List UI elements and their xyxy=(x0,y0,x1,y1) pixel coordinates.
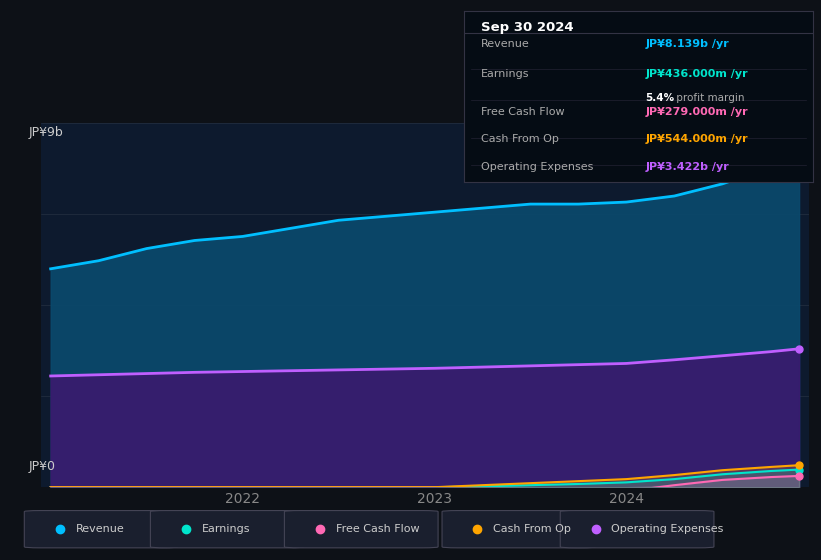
Text: Operating Expenses: Operating Expenses xyxy=(481,161,594,171)
Text: Earnings: Earnings xyxy=(481,69,530,80)
Text: Free Cash Flow: Free Cash Flow xyxy=(481,107,565,117)
Text: Earnings: Earnings xyxy=(202,524,250,534)
Text: Cash From Op: Cash From Op xyxy=(481,134,559,144)
Text: Operating Expenses: Operating Expenses xyxy=(612,524,724,534)
Text: 5.4%: 5.4% xyxy=(645,93,674,103)
Text: JP¥0: JP¥0 xyxy=(29,460,56,473)
Text: JP¥279.000m /yr: JP¥279.000m /yr xyxy=(645,107,748,117)
FancyBboxPatch shape xyxy=(560,511,714,548)
Text: JP¥9b: JP¥9b xyxy=(29,126,63,139)
Text: Cash From Op: Cash From Op xyxy=(493,524,571,534)
FancyBboxPatch shape xyxy=(25,511,178,548)
Text: profit margin: profit margin xyxy=(673,93,745,103)
Text: JP¥3.422b /yr: JP¥3.422b /yr xyxy=(645,161,729,171)
Text: Revenue: Revenue xyxy=(76,524,124,534)
Text: JP¥544.000m /yr: JP¥544.000m /yr xyxy=(645,134,748,144)
Text: JP¥8.139b /yr: JP¥8.139b /yr xyxy=(645,39,729,49)
FancyBboxPatch shape xyxy=(150,511,304,548)
FancyBboxPatch shape xyxy=(284,511,438,548)
Text: Sep 30 2024: Sep 30 2024 xyxy=(481,21,574,35)
FancyBboxPatch shape xyxy=(442,511,596,548)
Text: Free Cash Flow: Free Cash Flow xyxy=(336,524,420,534)
Text: JP¥436.000m /yr: JP¥436.000m /yr xyxy=(645,69,748,80)
Text: Revenue: Revenue xyxy=(481,39,530,49)
